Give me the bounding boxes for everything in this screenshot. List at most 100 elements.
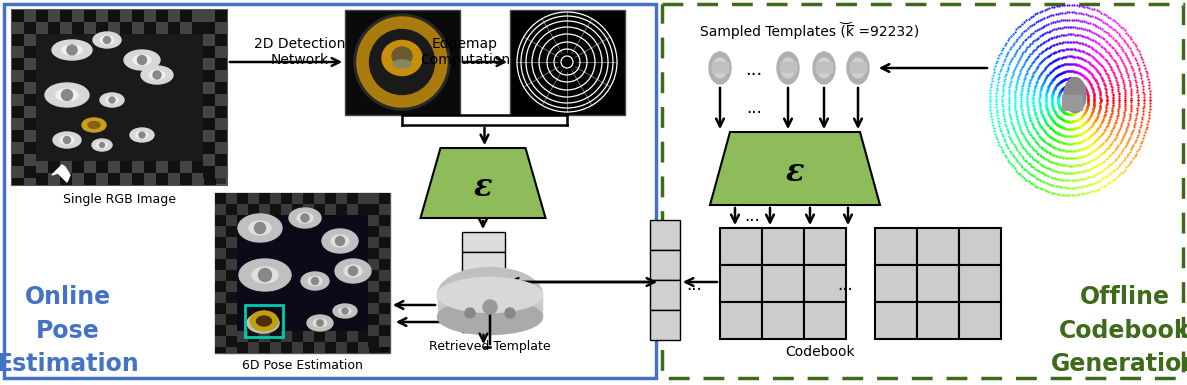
Text: 2D Detection
Network: 2D Detection Network [254,37,345,67]
Text: Offline
Codebook
Generation: Offline Codebook Generation [1050,285,1187,376]
Bar [368,314,379,325]
Circle shape [138,55,146,65]
Bar [379,314,391,325]
Bar [347,331,358,342]
Bar [325,204,336,215]
Bar [226,215,237,226]
Bar [12,142,24,154]
Bar [336,204,347,215]
Bar [203,106,215,118]
Bar [368,237,379,248]
Ellipse shape [781,58,795,78]
Bar [215,281,226,292]
Bar [215,215,226,226]
Ellipse shape [813,52,834,84]
Bar [226,259,237,270]
Bar [215,94,227,106]
Text: ...: ... [837,276,853,294]
Bar [36,22,47,34]
Bar [462,272,504,292]
Bar [237,215,368,331]
Bar [259,193,269,204]
Bar [650,250,680,280]
Bar [155,10,169,22]
Bar [281,331,292,342]
Bar [226,314,237,325]
Bar [12,173,24,185]
Bar [144,10,155,22]
Bar [325,331,336,342]
Bar [347,193,358,204]
Bar [226,204,237,215]
Bar [226,204,237,215]
Bar [345,10,461,115]
Bar [303,342,315,353]
Circle shape [483,300,497,314]
Bar [336,193,347,204]
Bar [850,62,867,72]
Bar [215,130,227,142]
Bar [96,173,108,185]
Ellipse shape [297,213,313,223]
Bar [281,342,292,353]
Bar [203,70,215,82]
Ellipse shape [53,132,81,148]
Circle shape [139,132,145,138]
Bar [144,22,155,34]
Bar [203,154,215,166]
Bar [215,204,226,215]
Bar [24,166,36,178]
Bar [203,142,215,154]
Bar [650,220,680,250]
Bar [215,342,226,353]
Ellipse shape [45,83,89,107]
Bar [248,204,259,215]
Bar [24,58,36,70]
Text: Online
Pose
Estimation: Online Pose Estimation [0,285,139,376]
Bar [292,342,303,353]
Bar [155,161,169,173]
Bar [203,10,215,22]
Ellipse shape [851,58,865,78]
Bar [215,193,391,353]
Polygon shape [420,148,546,218]
Circle shape [109,97,115,103]
Bar [336,331,347,342]
Bar [155,173,169,185]
Bar [315,331,325,342]
Bar [12,46,24,58]
Bar [292,331,303,342]
Bar [215,22,227,34]
Bar [226,226,237,237]
Bar [120,22,132,34]
Bar [226,237,237,248]
Bar [12,70,24,82]
Bar [36,10,47,22]
Bar [226,248,237,259]
Bar [259,204,269,215]
Ellipse shape [255,318,271,328]
Bar [368,248,379,259]
Bar [24,10,36,22]
Bar [24,130,36,142]
Ellipse shape [249,221,271,235]
Bar [379,270,391,281]
Bar [155,22,169,34]
Circle shape [103,37,110,44]
Bar [721,228,762,265]
Bar [132,10,144,22]
Bar [1062,95,1083,110]
Bar [325,193,336,204]
Bar [215,166,227,178]
Bar [72,10,84,22]
Bar [237,331,248,342]
Bar [12,154,24,166]
Bar [203,82,215,94]
Bar [24,82,36,94]
Bar [379,325,391,336]
Bar [215,331,226,342]
Bar [721,265,762,302]
Bar [47,173,61,185]
Bar [215,58,227,70]
Bar [875,265,918,302]
